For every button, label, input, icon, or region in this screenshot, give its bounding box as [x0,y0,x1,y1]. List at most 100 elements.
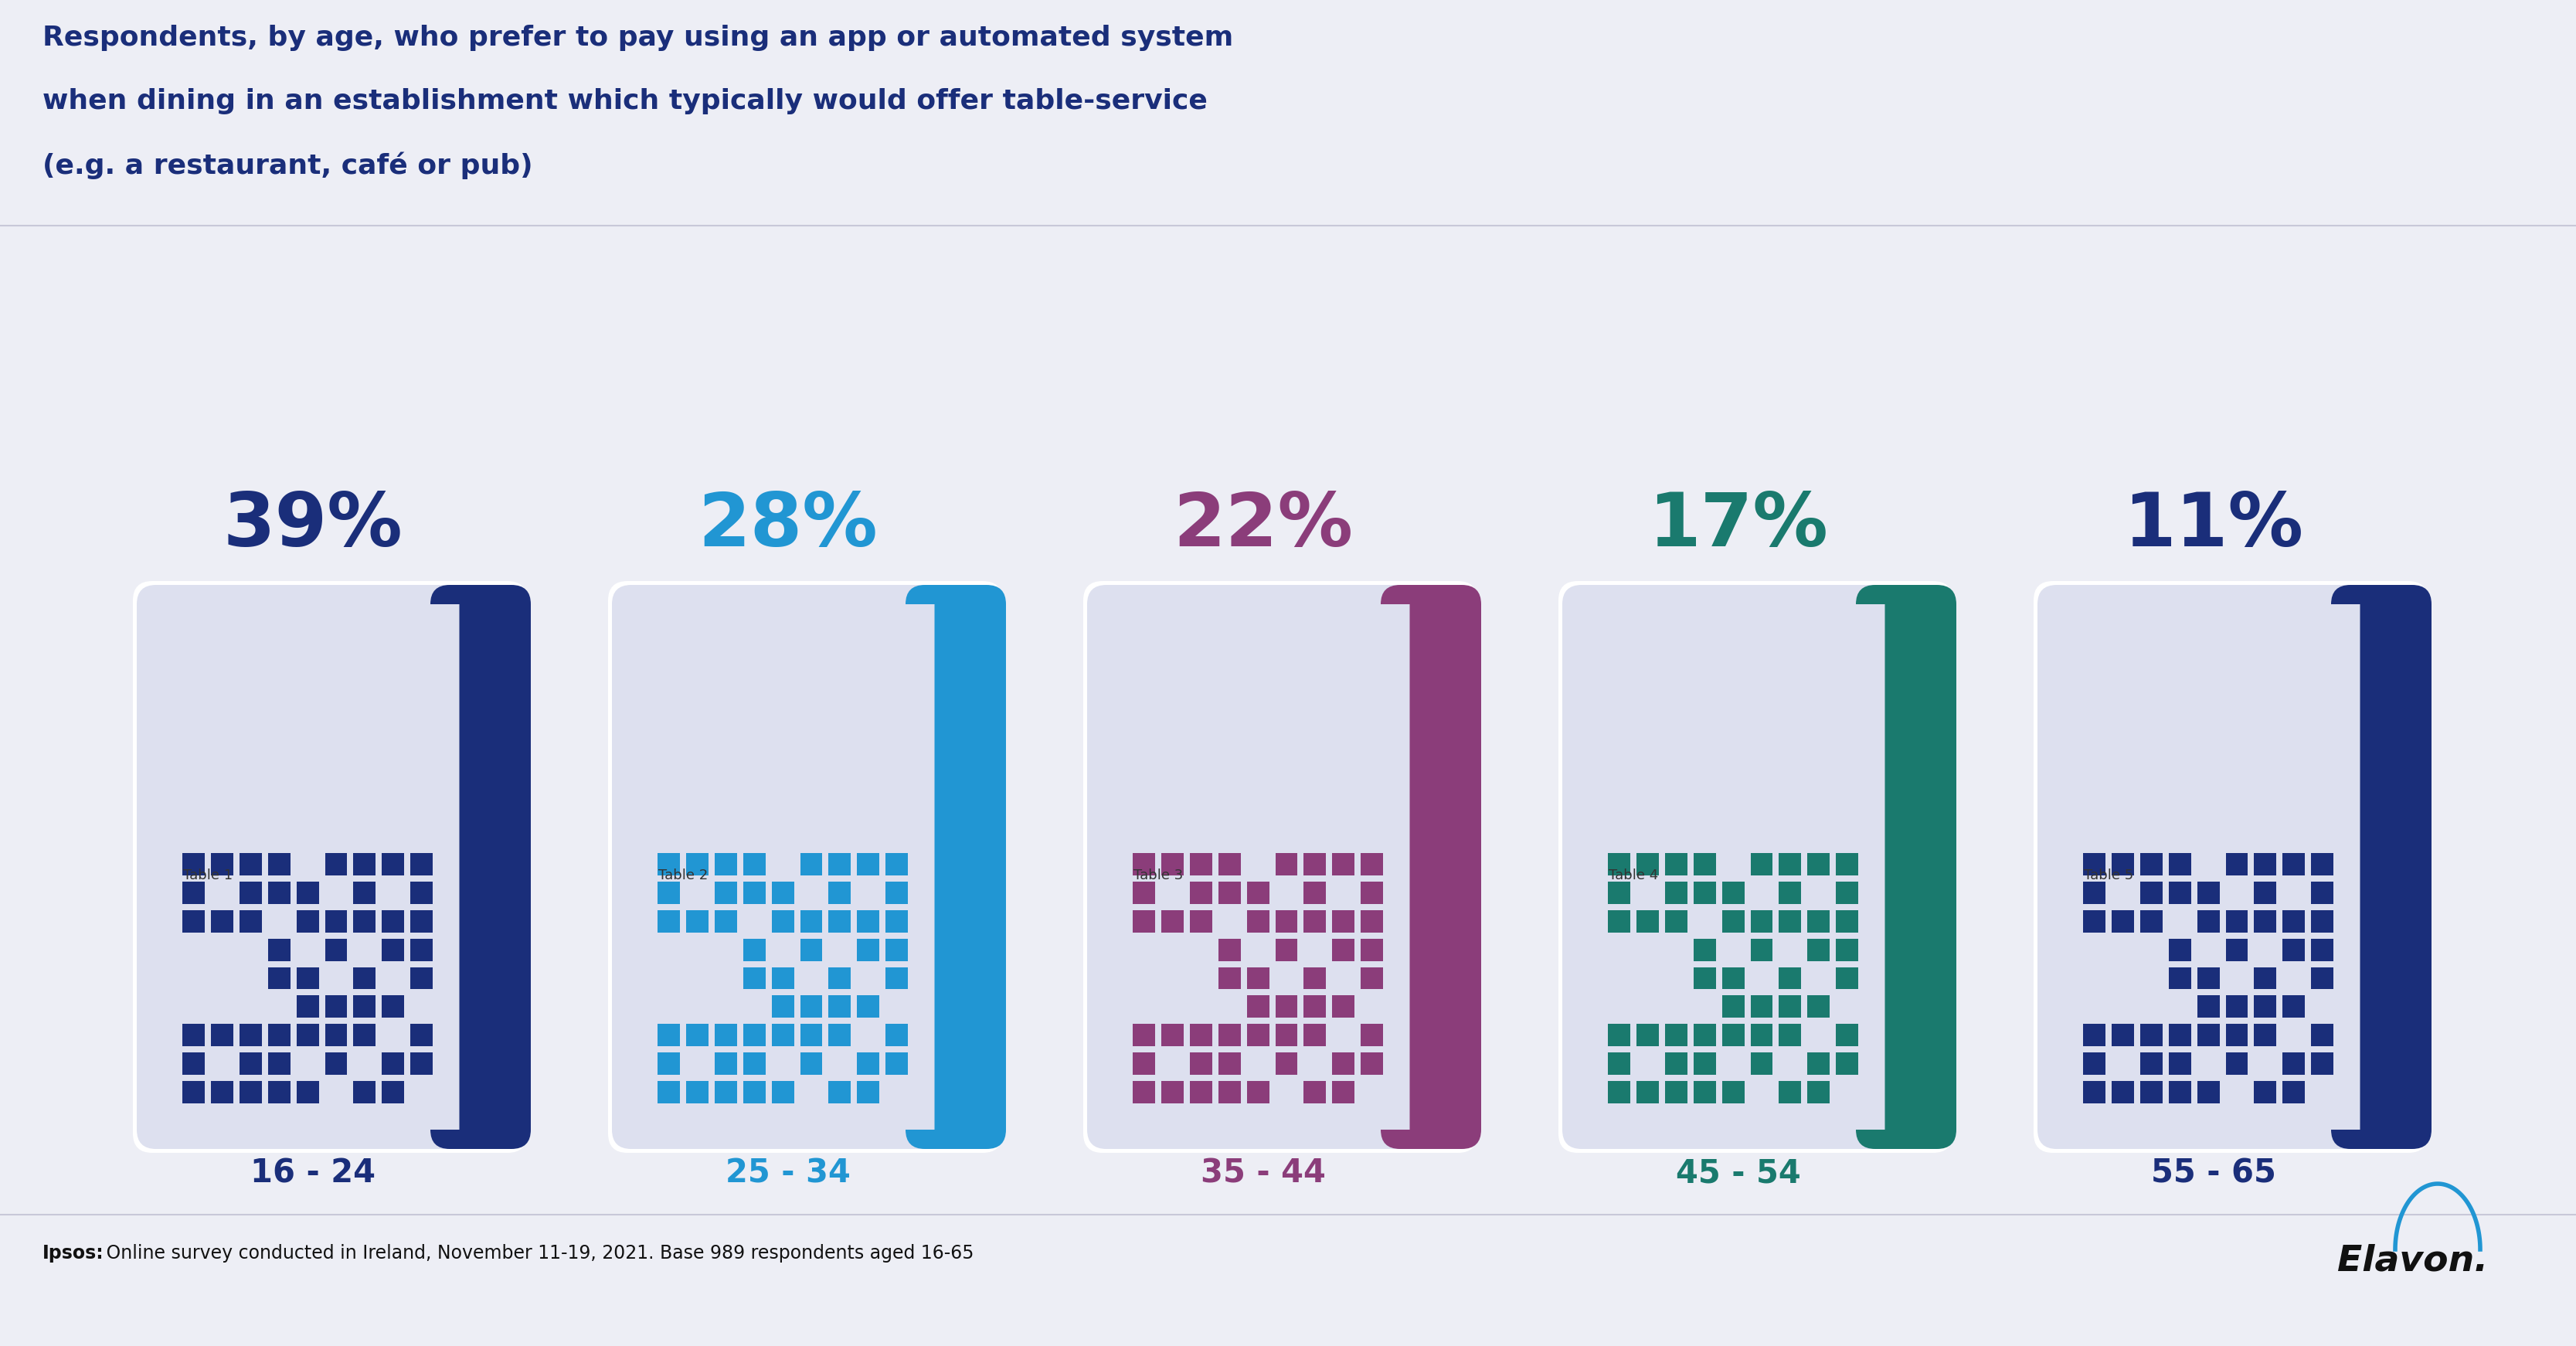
Bar [1133,853,1154,875]
Bar [1133,1053,1154,1075]
Text: when dining in an establishment which typically would offer table-service: when dining in an establishment which ty… [41,87,1208,114]
Bar [1303,1081,1327,1104]
Bar [1162,882,1182,903]
Bar [801,853,822,875]
Bar [742,1024,765,1046]
Bar [1162,882,1182,903]
Bar [1752,853,1772,875]
Bar [858,910,878,933]
Bar [2112,1081,2133,1104]
Bar [1190,910,1213,933]
Bar [1607,1081,1631,1104]
Bar [1360,938,1383,961]
Bar [353,1081,376,1104]
Bar [325,910,348,933]
Bar [1360,1053,1383,1075]
FancyBboxPatch shape [631,604,935,1129]
Bar [381,882,404,903]
Bar [801,1024,822,1046]
Bar [1752,996,1772,1018]
Bar [1721,1081,1744,1104]
Bar [1607,1024,1631,1046]
Bar [1162,910,1182,933]
Bar [1664,853,1687,875]
Bar [1808,910,1829,933]
Bar [2282,910,2306,933]
Bar [742,1081,765,1104]
Bar [657,1024,680,1046]
Bar [1303,1024,1327,1046]
Bar [2084,910,2105,933]
Bar [1275,938,1298,961]
Bar [211,882,234,903]
Bar [2311,910,2334,933]
Bar [1692,1024,1716,1046]
Bar [829,966,850,989]
Bar [410,1053,433,1075]
Bar [1218,1024,1242,1046]
Bar [1808,882,1829,903]
Bar [1360,966,1383,989]
Bar [353,910,376,933]
Bar [211,1024,234,1046]
Bar [858,882,878,903]
Bar [410,1024,433,1046]
Bar [183,1081,204,1104]
Bar [685,1024,708,1046]
Bar [296,1024,319,1046]
Bar [1837,882,1857,903]
Bar [2311,1024,2334,1046]
Text: 28%: 28% [698,490,878,561]
Bar [2282,853,2306,875]
Bar [1162,1053,1182,1075]
Bar [1692,882,1716,903]
Bar [1607,853,1631,875]
Bar [211,1053,234,1075]
Bar [714,1081,737,1104]
Bar [1247,996,1270,1018]
Bar [183,1024,204,1046]
Bar [1808,996,1829,1018]
Bar [1752,1053,1772,1075]
Bar [1162,1053,1182,1075]
Text: Table 4: Table 4 [1607,868,1659,883]
Bar [1721,966,1744,989]
Text: Ipsos:: Ipsos: [41,1244,103,1263]
Bar [1218,938,1242,961]
Bar [2141,1024,2161,1046]
Bar [1190,1024,1213,1046]
Bar [2084,1053,2105,1075]
Bar [657,882,680,903]
Bar [829,882,850,903]
Bar [1636,1081,1659,1104]
Bar [685,882,708,903]
Bar [886,1053,907,1075]
Text: Elavon.: Elavon. [2336,1244,2488,1279]
Bar [183,853,204,875]
Bar [1218,966,1242,989]
Bar [1303,966,1327,989]
Bar [1190,853,1213,875]
Bar [2254,996,2277,1018]
Bar [1692,938,1716,961]
Bar [183,1053,204,1075]
Bar [1247,882,1270,903]
Bar [2084,1081,2105,1104]
Bar [2141,910,2161,933]
Bar [2112,853,2133,875]
Bar [2311,853,2334,875]
Bar [2282,882,2306,903]
FancyBboxPatch shape [2032,581,2427,1152]
Bar [2169,1081,2192,1104]
Bar [1332,938,1355,961]
Text: 35 - 44: 35 - 44 [1200,1156,1327,1189]
Bar [714,1053,737,1075]
Bar [742,966,765,989]
Bar [1247,910,1270,933]
Bar [268,1024,291,1046]
Bar [1332,1053,1355,1075]
Bar [2282,1053,2306,1075]
Bar [2112,1024,2133,1046]
Bar [1636,882,1659,903]
Bar [381,938,404,961]
